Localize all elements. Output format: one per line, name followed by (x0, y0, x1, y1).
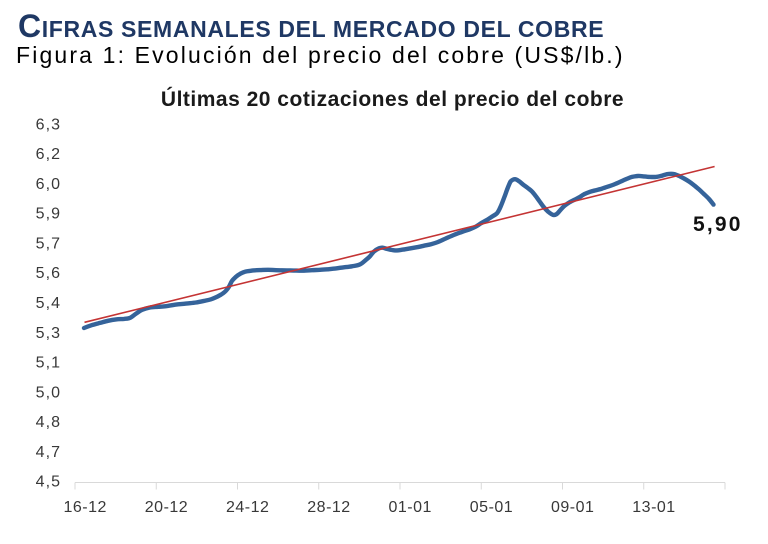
svg-text:01-01: 01-01 (388, 499, 431, 516)
svg-text:5,7: 5,7 (36, 235, 62, 252)
svg-text:5,0: 5,0 (36, 384, 62, 401)
svg-text:5,1: 5,1 (36, 355, 62, 372)
svg-text:09-01: 09-01 (551, 499, 594, 516)
svg-text:6,0: 6,0 (36, 176, 62, 193)
svg-text:5,9: 5,9 (36, 206, 62, 223)
svg-text:5,4: 5,4 (36, 295, 62, 312)
svg-text:5,3: 5,3 (36, 325, 62, 342)
svg-text:5,6: 5,6 (36, 265, 62, 282)
svg-text:20-12: 20-12 (145, 499, 188, 516)
svg-text:4,5: 4,5 (36, 474, 62, 491)
svg-text:4,8: 4,8 (36, 414, 62, 431)
svg-text:28-12: 28-12 (307, 499, 350, 516)
svg-text:6,3: 6,3 (36, 116, 62, 133)
svg-text:4,7: 4,7 (36, 444, 62, 461)
svg-text:13-01: 13-01 (632, 499, 675, 516)
svg-text:6,2: 6,2 (36, 146, 62, 163)
svg-text:16-12: 16-12 (63, 499, 106, 516)
svg-text:24-12: 24-12 (226, 499, 269, 516)
svg-text:05-01: 05-01 (470, 499, 513, 516)
svg-text:5,90: 5,90 (693, 213, 743, 236)
